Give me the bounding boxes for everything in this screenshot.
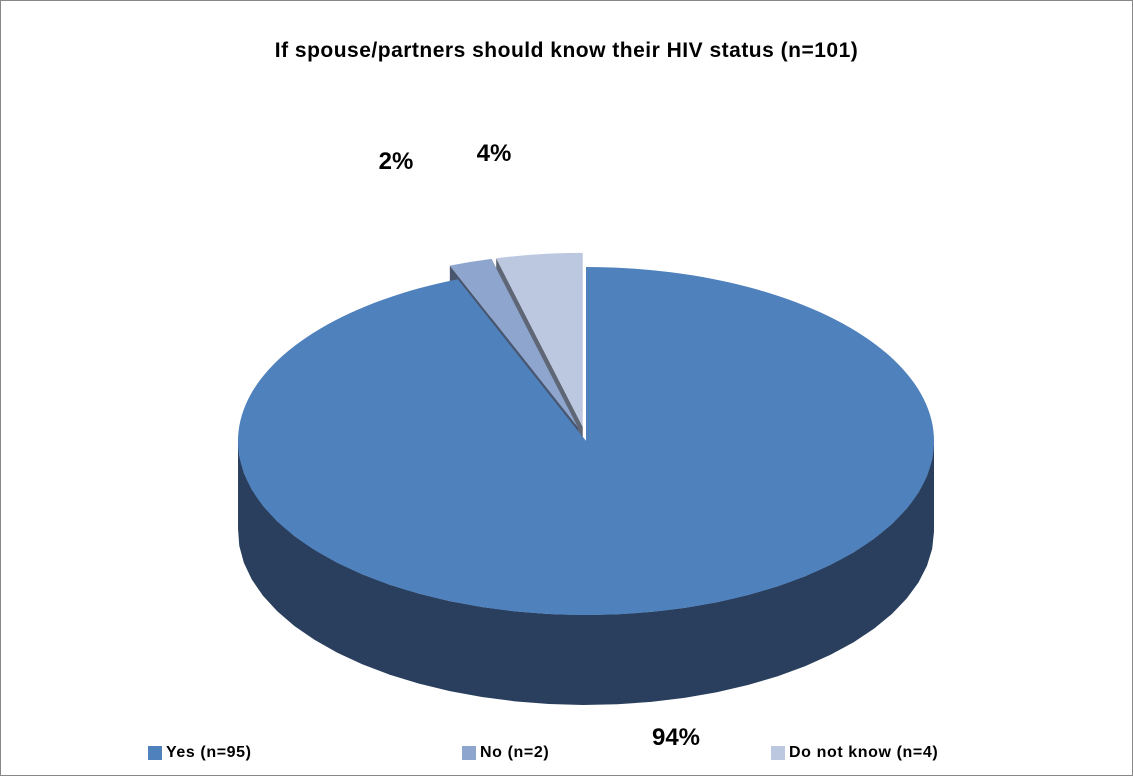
legend-swatch-do-not-know xyxy=(771,746,785,760)
legend-item-no: No (n=2) xyxy=(462,744,549,762)
legend-swatch-no xyxy=(462,746,476,760)
legend: Yes (n=95) No (n=2) Do not know (n=4) xyxy=(1,744,1132,770)
data-label-no: 2% xyxy=(379,148,414,175)
legend-label-no: No (n=2) xyxy=(480,744,549,762)
data-label-do-not-know: 4% xyxy=(477,140,512,167)
legend-item-do-not-know: Do not know (n=4) xyxy=(771,744,938,762)
legend-label-do-not-know: Do not know (n=4) xyxy=(789,744,938,762)
slice-yes xyxy=(238,267,934,615)
legend-label-yes: Yes (n=95) xyxy=(166,744,252,762)
legend-swatch-yes xyxy=(148,746,162,760)
legend-item-yes: Yes (n=95) xyxy=(148,744,252,762)
